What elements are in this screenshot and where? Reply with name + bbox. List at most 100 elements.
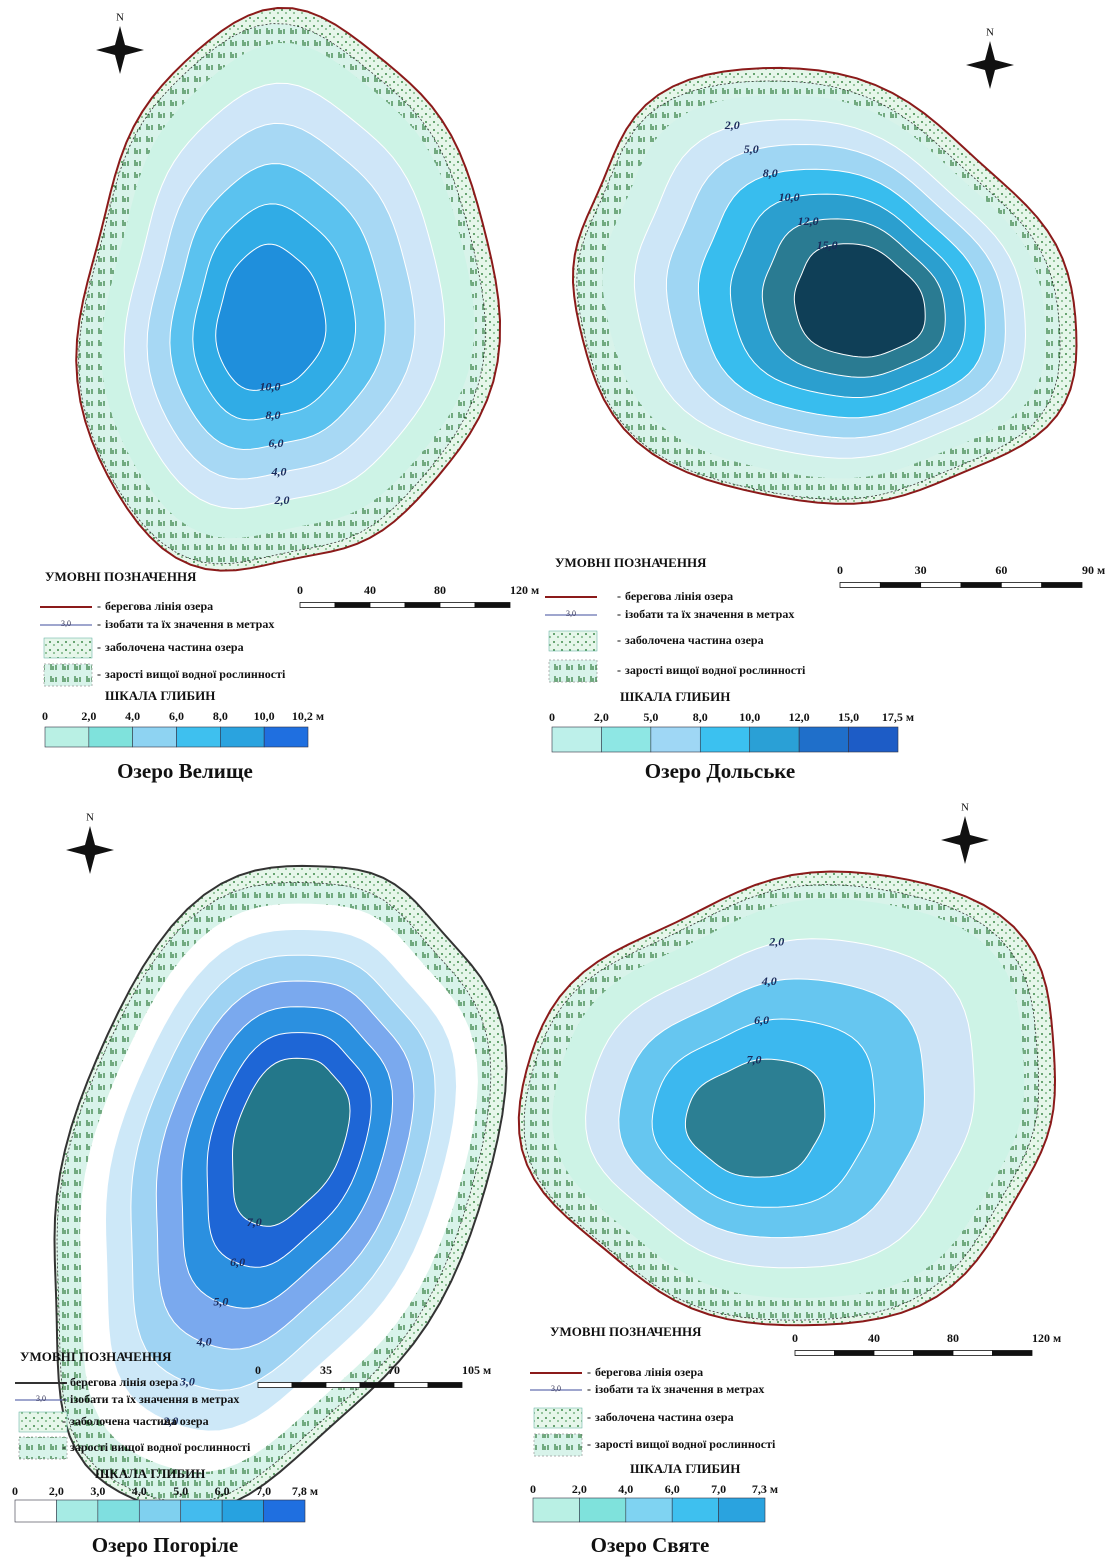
isobath-label: 5,0 (213, 1295, 228, 1309)
scale-segment (961, 583, 1001, 588)
legend-item: ізобати та їх значення в метрах (70, 1392, 239, 1406)
north-label: N (116, 12, 124, 24)
depth-label: 0 (12, 1484, 18, 1498)
north-arrow (966, 41, 1014, 89)
scale-label: 80 (947, 1331, 959, 1345)
legend-item: зарості вищої водної рослинності (595, 1437, 776, 1451)
legend-item: берегова лінія озера (105, 599, 213, 613)
scale-label: 35 (320, 1363, 332, 1377)
legend-dash: - (97, 667, 101, 681)
legend-dash: - (617, 589, 621, 603)
legend-dash: - (97, 640, 101, 654)
scale-label: 40 (868, 1331, 880, 1345)
legend-item: ізобати та їх значення в метрах (105, 617, 274, 631)
north-arrow (96, 26, 144, 74)
scale-label: 70 (388, 1363, 400, 1377)
depth-swatch (15, 1500, 56, 1522)
depth-label: 2,0 (81, 709, 96, 723)
isobath-label: 6,0 (754, 1013, 769, 1027)
legend-item: заболочена частина озера (625, 633, 764, 647)
legend-item: ізобати та їх значення в метрах (625, 607, 794, 621)
isobath-label: 2,0 (274, 493, 290, 507)
scale-label: 0 (255, 1363, 261, 1377)
isobath-label: 4,0 (196, 1335, 212, 1349)
legend-reeds (44, 664, 92, 686)
depth-label: 6,0 (215, 1484, 230, 1498)
legend-dash: - (62, 1392, 66, 1406)
depth-label: 6,0 (665, 1482, 680, 1496)
depth-swatch (552, 727, 601, 752)
depth-swatch (98, 1500, 139, 1522)
scale-label: 40 (364, 583, 376, 597)
depth-label: 17,5 м (882, 710, 914, 724)
scale-label: 120 м (1032, 1331, 1061, 1345)
page: 2,04,06,08,010,0NУМОВНІ ПОЗНАЧЕННЯ-берег… (0, 0, 1113, 1563)
legend-dash: - (97, 617, 101, 631)
legend-dash: - (617, 633, 621, 647)
legend-dash: - (62, 1414, 66, 1428)
north-arrow (66, 826, 114, 874)
legend-dash: - (617, 607, 621, 621)
depth-swatch (799, 727, 848, 752)
depth-label: 7,3 м (752, 1482, 778, 1496)
depth-label: 2,0 (49, 1484, 64, 1498)
depth-scale-title: ШКАЛА ГЛИБИН (620, 689, 730, 704)
isobath-label: 2,0 (724, 118, 740, 132)
depth-swatch (579, 1498, 625, 1522)
depth-scale-title: ШКАЛА ГЛИБИН (630, 1461, 740, 1476)
legend-dash: - (62, 1375, 66, 1389)
legend-item: берегова лінія озера (70, 1375, 178, 1389)
depth-label: 7,0 (711, 1482, 726, 1496)
scale-segment (440, 603, 475, 608)
legend-dash: - (97, 599, 101, 613)
depth-label: 15,0 (838, 710, 859, 724)
depth-label: 10,0 (739, 710, 760, 724)
depth-swatch (89, 727, 133, 747)
scale-segment (258, 1383, 292, 1388)
legend-title: УМОВНІ ПОЗНАЧЕННЯ (20, 1349, 172, 1364)
isobath-label: 10,0 (260, 380, 281, 394)
lake-map: 2,05,08,010,012,015,0NУМОВНІ ПОЗНАЧЕННЯ-… (545, 27, 1105, 783)
legend-dash: - (587, 1437, 591, 1451)
depth-swatch (750, 727, 799, 752)
isobath-label: 10,0 (779, 190, 800, 204)
map-title: Озеро Дольське (645, 759, 795, 783)
isobath-label: 2,0 (768, 934, 784, 948)
depth-scale-title: ШКАЛА ГЛИБИН (95, 1466, 205, 1481)
map-title: Озеро Велище (117, 759, 253, 783)
depth-swatch (264, 727, 308, 747)
legend-item: ізобати та їх значення в метрах (595, 1382, 764, 1396)
legend-reeds (549, 660, 597, 682)
depth-label: 12,0 (789, 710, 810, 724)
legend-item: зарості вищої водної рослинності (70, 1440, 251, 1454)
legend-item: зарості вищої водної рослинності (105, 667, 286, 681)
depth-swatch (672, 1498, 718, 1522)
depth-scale-title: ШКАЛА ГЛИБИН (105, 688, 215, 703)
legend-item: зарості вищої водної рослинності (625, 663, 806, 677)
legend-item: заболочена частина озера (595, 1410, 734, 1424)
depth-label: 2,0 (572, 1482, 587, 1496)
depth-label: 5,0 (643, 710, 658, 724)
depth-swatch (533, 1498, 579, 1522)
scale-segment (335, 603, 370, 608)
lake-map: 2,04,06,07,0NУМОВНІ ПОЗНАЧЕННЯ-берегова … (519, 802, 1061, 1557)
scale-segment (914, 1351, 954, 1356)
legend-dash: - (62, 1440, 66, 1454)
scale-segment (874, 1351, 914, 1356)
depth-swatch (181, 1500, 222, 1522)
scale-segment (475, 603, 510, 608)
north-arrow (941, 816, 989, 864)
isobath-label: 12,0 (798, 214, 819, 228)
scale-segment (360, 1383, 394, 1388)
scale-label: 0 (837, 563, 843, 577)
legend-sample: 3,0 (61, 619, 71, 628)
depth-swatch (139, 1500, 180, 1522)
legend-swamp (19, 1412, 67, 1432)
scale-label: 0 (297, 583, 303, 597)
legend-swamp (44, 638, 92, 658)
legend-sample: 3,0 (36, 1394, 46, 1403)
legend-item: берегова лінія озера (625, 589, 733, 603)
scale-label: 90 м (1082, 563, 1105, 577)
